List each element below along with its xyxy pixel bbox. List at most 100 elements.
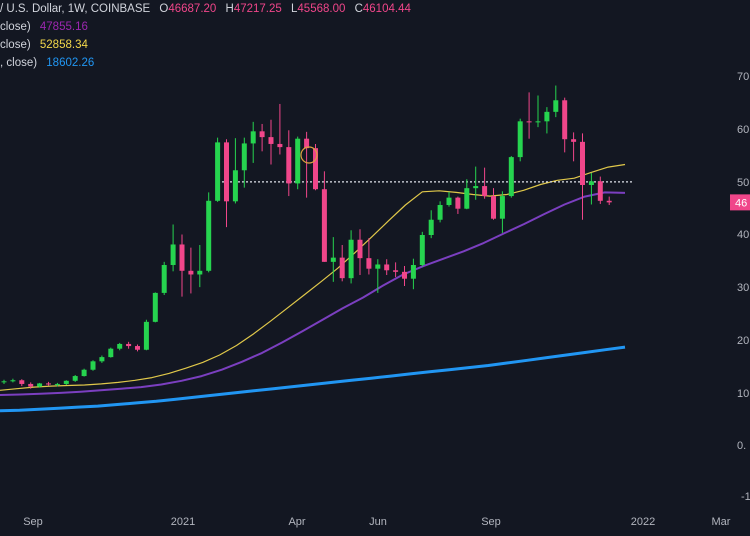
candle xyxy=(339,245,345,282)
candle xyxy=(517,118,523,162)
candle xyxy=(99,355,105,363)
candle xyxy=(54,382,60,387)
candle-body xyxy=(179,244,185,271)
candle xyxy=(277,103,283,155)
high-stat: H47217.25 xyxy=(225,3,282,15)
candle-body xyxy=(606,200,612,203)
candle-body xyxy=(437,205,443,220)
candle-body xyxy=(304,138,310,149)
candle-body xyxy=(135,346,140,350)
candle xyxy=(321,171,327,262)
candle-body xyxy=(366,258,372,269)
candle xyxy=(224,139,229,228)
candle-body xyxy=(419,235,425,266)
candle xyxy=(508,156,514,198)
candle-body xyxy=(321,189,327,262)
legend-ma-row-2[interactable]: close) 52858.34 xyxy=(0,36,88,54)
price-tag-text: 46 xyxy=(735,197,747,209)
candle-body xyxy=(526,121,532,123)
candle xyxy=(250,121,256,163)
candle-body xyxy=(99,357,105,362)
candle xyxy=(535,95,541,128)
candle xyxy=(491,188,496,220)
candle-body xyxy=(375,264,381,269)
candle xyxy=(588,172,594,205)
candle-body xyxy=(224,142,229,202)
candle-body xyxy=(72,376,78,381)
candle xyxy=(562,97,568,153)
candle xyxy=(473,166,479,200)
candle-body xyxy=(206,200,212,271)
open-value: 46687.20 xyxy=(168,3,217,15)
candle xyxy=(90,360,96,371)
legend-symbol-row[interactable]: / U.S. Dollar, 1W, COINBASE O46687.20 H4… xyxy=(0,0,411,18)
candle-body xyxy=(117,343,123,349)
candle-body xyxy=(268,137,274,144)
candle-body xyxy=(170,244,176,266)
candle xyxy=(597,176,603,204)
annotation-circle xyxy=(300,146,318,164)
ma-fast-path xyxy=(0,163,626,391)
candle xyxy=(437,201,443,223)
candle xyxy=(197,245,203,288)
y-tick-label: 20 xyxy=(737,335,749,347)
candle xyxy=(286,130,292,197)
ma-mid-line xyxy=(0,191,626,396)
candle-body xyxy=(562,100,568,140)
candle xyxy=(295,136,301,190)
ma-2-label: close) xyxy=(0,39,31,51)
legend-ma-row-3[interactable]: , close) 18602.26 xyxy=(0,54,94,72)
candle-body xyxy=(188,270,194,275)
candle-body xyxy=(553,100,559,112)
candle-body xyxy=(313,148,318,190)
candle-body xyxy=(544,111,550,122)
candle-body xyxy=(402,271,407,279)
candle xyxy=(241,137,247,188)
candle xyxy=(179,234,185,297)
candle xyxy=(419,231,425,267)
x-axis: Sep 2021 Apr Jun Sep 2022 Mar xyxy=(23,516,731,528)
candle-body xyxy=(126,343,132,347)
low-value: 45568.00 xyxy=(297,3,346,15)
candle-body xyxy=(535,121,541,123)
y-tick-label: 60 xyxy=(737,124,749,136)
candle xyxy=(259,123,265,152)
candle-body xyxy=(108,348,114,358)
candle-body xyxy=(143,321,149,350)
candle-body xyxy=(499,196,505,219)
candle-body xyxy=(571,139,577,142)
x-tick-label: Mar xyxy=(712,516,731,528)
ma-fast-line xyxy=(0,163,626,391)
legend-ma-row-1[interactable]: close) 47855.16 xyxy=(0,18,88,36)
candle xyxy=(63,380,69,386)
candle xyxy=(428,210,434,239)
y-tick-label: 10 xyxy=(737,388,749,400)
ma-3-value: 18602.26 xyxy=(46,57,95,69)
price-tag-box xyxy=(730,194,750,211)
candle xyxy=(126,341,132,349)
candles xyxy=(1,85,612,389)
ma-1-value: 47855.16 xyxy=(39,21,88,33)
y-tick-label: 50 xyxy=(737,177,749,189)
candle xyxy=(464,179,470,210)
ma-3-label: , close) xyxy=(0,57,38,69)
symbol-text: / U.S. Dollar, 1W, COINBASE xyxy=(0,3,151,15)
candle-body xyxy=(19,380,25,384)
candle xyxy=(188,247,194,294)
candle-body xyxy=(455,197,461,209)
candle-body xyxy=(357,239,363,259)
candle xyxy=(384,259,390,276)
y-tick-label: 70 xyxy=(737,71,749,83)
candle xyxy=(215,137,221,202)
candle xyxy=(206,192,212,273)
y-tick-label: 30 xyxy=(737,282,749,294)
candle-body xyxy=(63,380,69,384)
candle xyxy=(553,85,559,118)
candle-body xyxy=(410,265,416,279)
high-value: 47217.25 xyxy=(233,3,282,15)
x-tick-label: Sep xyxy=(23,516,43,528)
candle xyxy=(10,378,16,383)
candle xyxy=(313,143,318,191)
candle-body xyxy=(295,138,301,184)
